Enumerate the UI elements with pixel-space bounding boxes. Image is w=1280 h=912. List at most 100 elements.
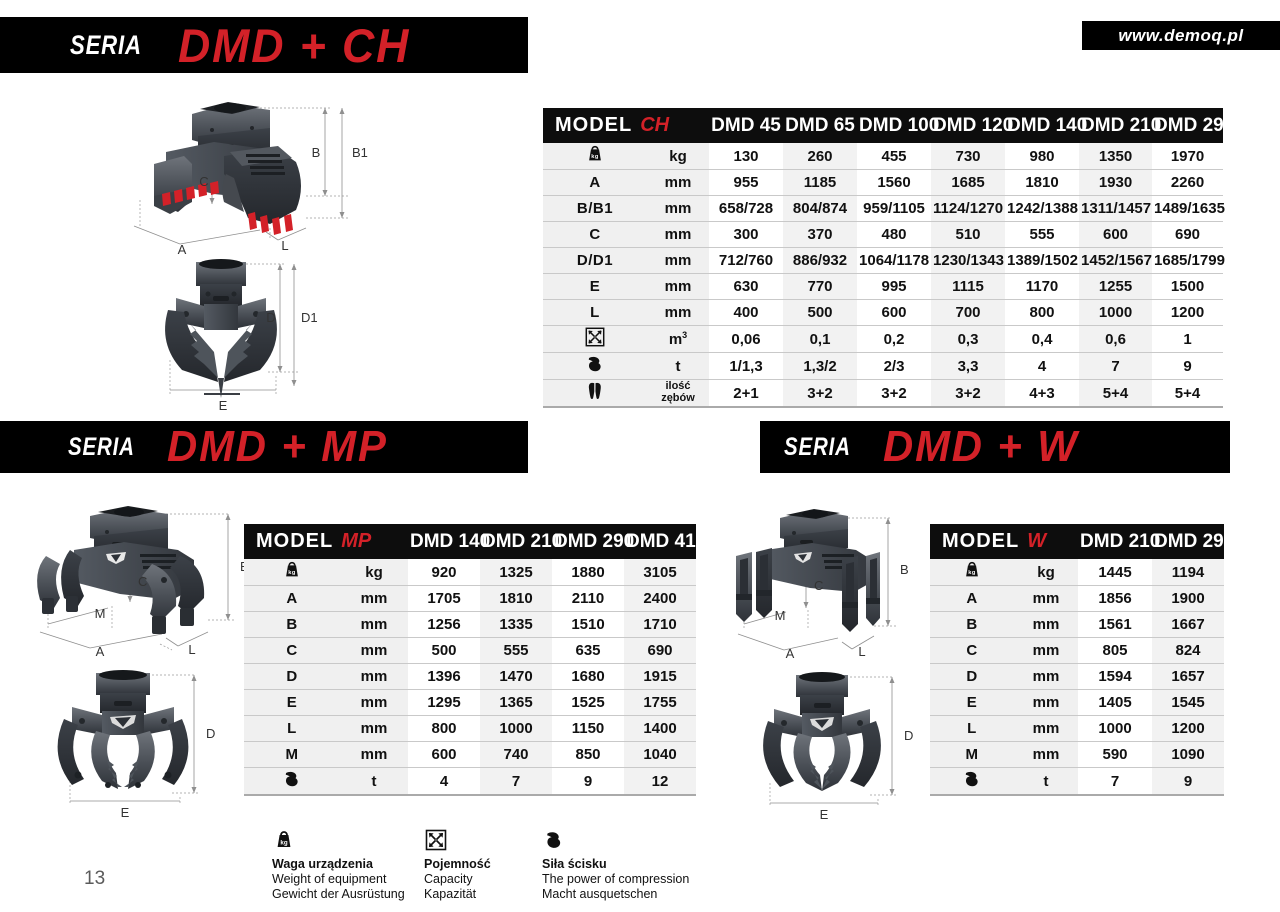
- table-cell: 886/932: [783, 247, 858, 274]
- table-cell: 920: [408, 559, 480, 586]
- figure-w-isometric: B C M A L: [736, 509, 909, 661]
- table-cell: 1561: [1078, 611, 1153, 638]
- table-cell: 1810: [1005, 169, 1080, 196]
- table-cell: 455: [857, 143, 932, 170]
- table-cell: 1000: [1079, 299, 1153, 326]
- arm-muscle-icon: [542, 828, 689, 854]
- table-cell: 1560: [857, 169, 932, 196]
- table-cell: 850: [552, 741, 624, 768]
- row-unit: kg: [647, 143, 710, 170]
- row-label: L: [543, 299, 647, 326]
- model-label: MODEL: [555, 114, 633, 136]
- column-header: DMD 45: [709, 108, 784, 143]
- table-row: t 4 7 9 12: [244, 767, 696, 796]
- table-cell: 4+3: [1005, 379, 1080, 408]
- model-header-cell: MODEL W: [930, 524, 1079, 559]
- model-header-cell: MODEL CH: [543, 108, 710, 143]
- table-cell: 770: [783, 273, 858, 300]
- row-unit: mm: [340, 637, 408, 664]
- row-unit: mm: [1014, 585, 1079, 612]
- page-number: 13: [84, 868, 106, 889]
- model-header-cell: MODEL MP: [244, 524, 408, 559]
- legend-item-weight: kg Waga urządzenia Weight of equipment G…: [272, 828, 405, 901]
- table-cell: 1064/1178: [857, 247, 932, 274]
- table-cell: 995: [857, 273, 932, 300]
- row-unit: mm: [1014, 611, 1079, 638]
- row-unit: ilość zębów: [647, 379, 710, 408]
- table-cell: 824: [1152, 637, 1225, 664]
- table-header-row: MODEL MP DMD 140 DMD 210 DMD 290 DMD 410: [244, 524, 706, 559]
- model-mark: CH: [640, 114, 670, 136]
- row-label: D: [930, 663, 1014, 690]
- row-label: M: [930, 741, 1014, 768]
- table-cell: 730: [931, 143, 1006, 170]
- table-cell: 1657: [1152, 663, 1225, 690]
- table-cell: 1470: [480, 663, 552, 690]
- row-label: L: [244, 715, 340, 742]
- row-unit: mm: [340, 715, 408, 742]
- table-cell: 1680: [552, 663, 624, 690]
- row-unit: mm: [647, 299, 710, 326]
- legend-label-pl: Pojemność: [424, 857, 491, 871]
- row-unit: mm: [647, 169, 710, 196]
- arm-muscle-icon: [543, 352, 647, 380]
- table-cell: 0,4: [1005, 325, 1080, 353]
- legend-label-de: Macht ausquetschen: [542, 886, 658, 901]
- arm-muscle-icon: [930, 767, 1014, 796]
- table-cell: 0,2: [857, 325, 932, 353]
- row-label: C: [930, 637, 1014, 664]
- column-header: DMD 140: [1005, 108, 1087, 143]
- table-cell: 1000: [480, 715, 552, 742]
- row-label: A: [930, 585, 1014, 612]
- table-row: m3 0,06 0,1 0,2 0,3 0,4 0,6 1: [543, 325, 1224, 353]
- column-header: DMD 140: [408, 524, 490, 559]
- table-cell: 1915: [624, 663, 696, 690]
- figure-w-front: D E: [763, 672, 913, 820]
- legend: kg Waga urządzenia Weight of equipment G…: [272, 828, 742, 901]
- table-cell: 500: [408, 637, 480, 664]
- table-cell: 1115: [931, 273, 1006, 300]
- row-unit: mm: [340, 663, 408, 690]
- table-cell: 480: [857, 221, 932, 248]
- table-cell: 1365: [480, 689, 552, 716]
- table-cell: 800: [408, 715, 480, 742]
- table-row: D/D1 mm 712/760 886/932 1064/1178 1230/1343 13…: [543, 247, 1225, 274]
- row-unit: kg: [1014, 559, 1079, 586]
- row-unit: mm: [647, 273, 710, 300]
- table-cell: 3105: [624, 559, 696, 586]
- row-label: E: [930, 689, 1014, 716]
- dim-label-L: L: [188, 642, 195, 657]
- legend-label-en: Weight of equipment: [272, 871, 387, 886]
- dim-label-M: M: [775, 608, 786, 623]
- website-badge[interactable]: www.demoq.pl: [1082, 21, 1280, 50]
- table-cell: 370: [783, 221, 858, 248]
- figure-ch-front: D D1 E: [165, 259, 318, 413]
- capacity-icon: [424, 828, 491, 854]
- dim-label-D1: D1: [301, 310, 318, 325]
- table-cell: 600: [408, 741, 480, 768]
- table-cell: 690: [1152, 221, 1224, 248]
- table-cell: 712/760: [709, 247, 784, 274]
- table-cell: 804/874: [783, 195, 858, 222]
- dim-label-D: D: [904, 728, 913, 743]
- column-header: DMD 210: [1078, 524, 1160, 559]
- dim-label-A: A: [178, 242, 187, 257]
- table-cell: 805: [1078, 637, 1153, 664]
- legend-label-en: Capacity: [424, 871, 473, 886]
- table-cell: 1: [1152, 325, 1224, 353]
- legend-label-en: The power of compression: [542, 871, 690, 886]
- row-label: E: [244, 689, 340, 716]
- model-label: MODEL: [256, 530, 334, 552]
- table-cell: 2+1: [709, 379, 784, 408]
- table-cell: 7: [1079, 352, 1153, 380]
- table-cell: 1500: [1152, 273, 1224, 300]
- table-cell: 1000: [1078, 715, 1153, 742]
- table-cell: 1325: [480, 559, 552, 586]
